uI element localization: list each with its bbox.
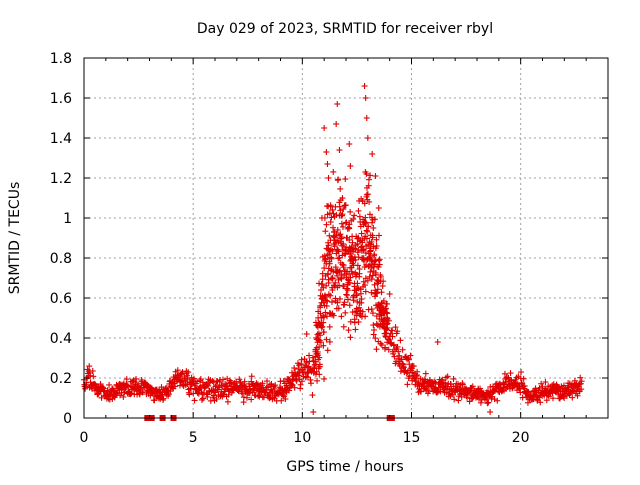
data-point [333,121,339,127]
data-point [326,175,332,181]
data-point [369,151,375,157]
data-point [485,400,491,406]
data-point [308,380,314,386]
data-point [298,382,304,388]
data-point [330,169,336,175]
data-point [323,222,329,228]
data-point [295,366,301,372]
data-point [423,371,429,377]
data-point [382,346,388,352]
data-point [344,292,350,298]
data-point [397,337,403,343]
data-point [577,375,583,381]
data-point [338,313,344,319]
data-point [347,334,353,340]
data-point [364,115,370,121]
data-point [346,141,352,147]
data-point [494,398,500,404]
data-point [327,293,333,299]
data-point [324,161,330,167]
data-point [321,314,327,320]
data-point [225,399,231,405]
data-point [320,276,326,282]
data-point [323,149,329,155]
data-point [325,347,331,353]
data-point [451,396,457,402]
data-point [309,392,315,398]
data-point [342,310,348,316]
data-point [487,409,493,415]
data-point [354,280,360,286]
data-point [352,326,358,332]
data-point [346,226,352,232]
data-point [362,83,368,89]
data-point [200,396,206,402]
data-point [451,376,457,382]
data-point [352,320,358,326]
data-point [328,219,334,225]
data-point [366,177,372,183]
data-point [342,176,348,182]
data-point [367,172,373,178]
data-point [199,397,205,403]
data-point [363,95,369,101]
data-point [347,302,353,308]
data-point [346,327,352,333]
data-point [387,291,393,297]
data-point [336,147,342,153]
data-point [373,346,379,352]
data-point [371,251,377,257]
data-point [525,400,531,406]
data-point [321,125,327,131]
data-point [359,231,365,237]
data-point [356,319,362,325]
data-point [347,163,353,169]
data-point [376,205,382,211]
data-point [435,339,441,345]
data-point [384,301,390,307]
data-point [327,324,333,330]
data-point [319,215,325,221]
data-point [351,212,357,218]
data-point [372,282,378,288]
data-point [321,376,327,382]
data-point [341,324,347,330]
data-point [304,331,310,337]
data-point [355,208,361,214]
data-point [379,289,385,295]
data-point [337,186,343,192]
data-point [371,327,377,333]
data-point [347,209,353,215]
data-point [370,310,376,316]
data-point [314,378,320,384]
data-point [365,191,371,197]
data-point [518,369,524,375]
data-point [339,221,345,227]
data-point [372,173,378,179]
data-point [370,225,376,231]
data-point [106,382,112,388]
data-point [335,176,341,182]
data-point [365,135,371,141]
data-points [81,83,585,415]
data-point [310,409,316,415]
data-point [329,299,335,305]
data-point [334,101,340,107]
data-point [192,397,198,403]
data-point [322,228,328,234]
data-point [377,256,383,262]
data-point [357,214,363,220]
data-point [369,306,375,312]
data-point [404,381,410,387]
chart-title: Day 029 of 2023, SRMTID for receiver rby… [197,21,493,37]
